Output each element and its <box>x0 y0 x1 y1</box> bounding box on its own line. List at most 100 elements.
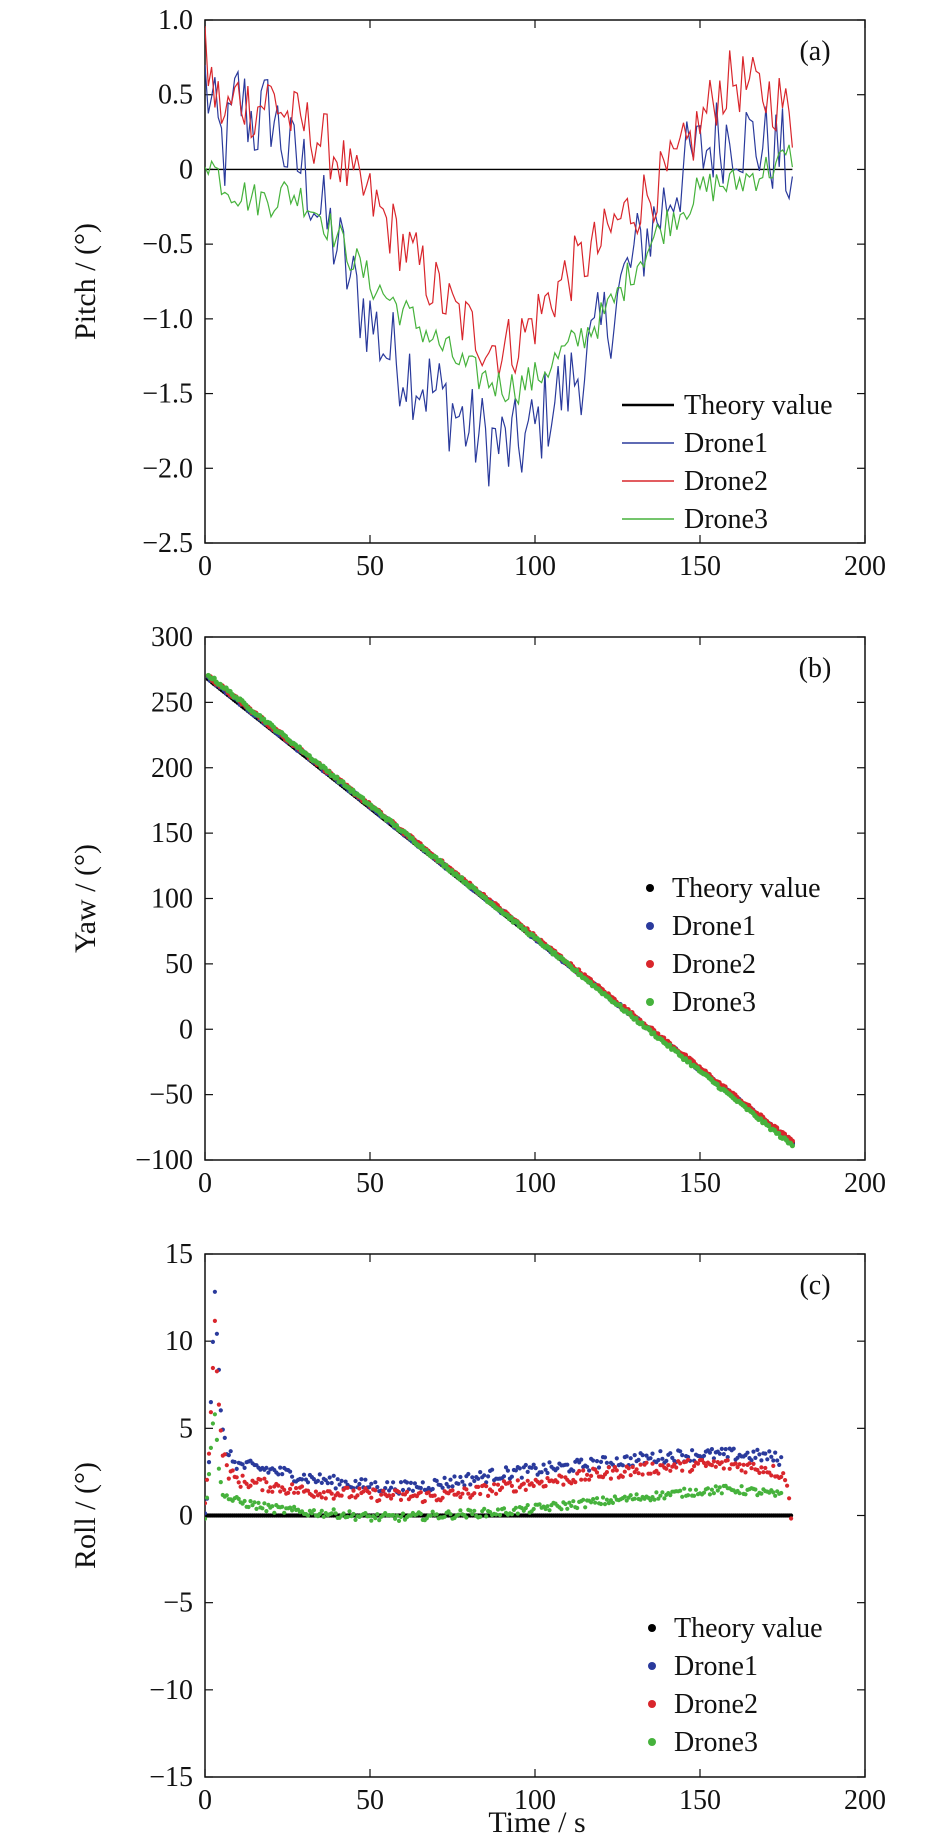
series-drone3-point <box>206 1472 212 1477</box>
series-drone1-point <box>212 1289 217 1294</box>
series-drone2-point <box>581 1468 586 1473</box>
y-tick-label: −2.0 <box>142 453 193 484</box>
series-drone2-point <box>634 1467 639 1472</box>
series-drone3-point <box>347 1509 352 1514</box>
legend-drone2-label: Drone2 <box>672 949 756 980</box>
series-drone3-point <box>563 1501 568 1507</box>
series-drone3-point <box>321 1514 326 1519</box>
series-drone1-point <box>353 1478 358 1484</box>
series-drone3-point <box>686 1493 691 1498</box>
series-drone2-point <box>626 1466 631 1471</box>
series-drone1-point <box>418 1485 423 1491</box>
series-drone1-point <box>555 1466 560 1471</box>
series-drone1-point <box>660 1456 665 1461</box>
x-tick-label: 200 <box>844 551 886 582</box>
series-drone3-point <box>565 1506 570 1511</box>
series-drone2-point <box>789 1516 794 1521</box>
series-drone1-point <box>759 1458 764 1463</box>
series-drone3-point <box>396 1518 402 1523</box>
series-drone1-point <box>614 1456 619 1461</box>
series-drone1-point <box>775 1458 780 1463</box>
series-drone3-point <box>456 1512 461 1517</box>
series-drone3-point <box>375 1512 380 1517</box>
series-drone2-point <box>539 1479 544 1484</box>
series-drone3-point <box>360 795 366 801</box>
series-drone1-point <box>234 1466 239 1471</box>
series-drone2-point <box>305 1488 311 1493</box>
series-drone1-point <box>725 1455 730 1460</box>
series-drone2-point <box>733 1461 738 1466</box>
series-drone1-point <box>664 1458 669 1463</box>
series-drone2-point <box>614 1468 619 1473</box>
series-drone2-point <box>377 1498 382 1503</box>
y-tick-label: −0.5 <box>142 229 193 260</box>
series-drone3-point <box>205 1495 210 1500</box>
series-drone2-point <box>450 1488 455 1493</box>
series-drone3-point <box>789 1143 796 1149</box>
series-drone1-point <box>276 1472 281 1477</box>
series-drone2-point <box>339 1493 344 1498</box>
series-drone2-point <box>381 1488 386 1493</box>
series-drone2-point <box>513 1489 519 1494</box>
series-drone3-point <box>236 1496 241 1501</box>
series-drone2-point <box>608 1476 614 1481</box>
series-drone2-point <box>216 1402 221 1407</box>
series-drone2-point <box>210 1365 215 1371</box>
series-drone3-point <box>353 1517 358 1522</box>
series-drone3-point <box>583 1505 588 1510</box>
series-drone1-point <box>359 1477 364 1482</box>
series-drone3-point <box>482 1506 487 1511</box>
legend-theory-value-swatch <box>648 1624 656 1632</box>
series-drone3-point <box>252 1500 257 1505</box>
x-tick-label: 100 <box>514 1168 556 1199</box>
series-drone1-point <box>579 1457 584 1462</box>
series-drone1-point <box>701 1453 707 1458</box>
series-drone2-point <box>238 1484 243 1489</box>
panel-label: (b) <box>799 653 832 684</box>
panel-label: (a) <box>799 36 830 67</box>
series-drone1-point <box>448 1477 453 1482</box>
series-drone3-point <box>211 675 217 681</box>
series-drone3-point <box>766 1123 772 1129</box>
series-drone2-point <box>577 1468 582 1474</box>
series-drone1-point <box>587 1468 592 1473</box>
series-drone1-point <box>640 1453 645 1458</box>
series-drone3-point <box>205 1516 208 1521</box>
series-drone2-point <box>466 1491 471 1496</box>
series-drone3-point <box>617 1002 623 1009</box>
series-drone3-point <box>428 1513 433 1518</box>
series-drone2-point <box>321 1490 326 1495</box>
series-drone2-point <box>323 1496 328 1501</box>
series-drone3-point <box>497 1512 503 1518</box>
series-drone3-point <box>651 1030 657 1036</box>
series-drone2-point <box>490 1489 495 1494</box>
series-drone2-point <box>636 1471 641 1476</box>
series-drone1-point <box>472 1478 477 1484</box>
series-drone2-point <box>507 1480 512 1485</box>
series-drone3-point <box>654 1490 659 1495</box>
series-drone2-point <box>628 1473 633 1478</box>
series-drone2-point <box>460 1491 465 1496</box>
series-drone3-point <box>771 1490 776 1495</box>
series-drone1-point <box>305 1480 311 1485</box>
series-drone3-point <box>391 1513 396 1518</box>
series-drone1-point <box>648 1456 653 1461</box>
series-drone1-point <box>206 1460 212 1465</box>
series-drone3-point <box>523 1506 528 1511</box>
series-drone3-point <box>591 1497 596 1502</box>
series-drone1-point <box>636 1457 641 1462</box>
series-drone2-point <box>357 1486 362 1491</box>
series-drone2-point <box>254 1480 259 1485</box>
series-drone3-point <box>341 1511 346 1516</box>
series-drone1-point <box>531 1462 536 1467</box>
series-drone1-point <box>450 1484 455 1489</box>
y-tick-label: 5 <box>179 1413 193 1444</box>
series-drone2-point <box>294 1486 299 1491</box>
series-drone2-point <box>759 1465 764 1470</box>
legend-drone3-label: Drone3 <box>684 504 768 535</box>
series-drone2-point <box>236 1480 241 1485</box>
series-drone2-point <box>709 1463 715 1468</box>
series-drone3-point <box>373 1516 378 1521</box>
legend-drone3-label: Drone3 <box>672 987 756 1018</box>
